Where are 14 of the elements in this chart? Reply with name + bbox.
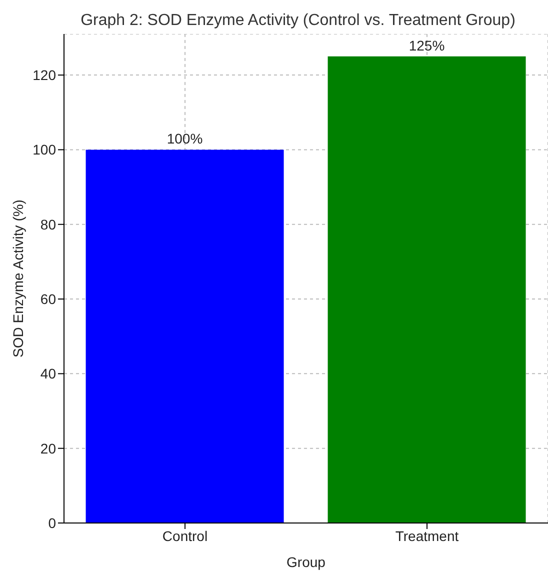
y-tick-label: 20 [40,440,56,456]
y-tick-label: 0 [48,514,56,531]
x-tick-label: Treatment [395,528,459,544]
x-axis-title: Group [286,554,326,570]
data-label: 125% [408,37,445,54]
chart-title: Graph 2: SOD Enzyme Activity (Control vs. Treatment Group) [80,11,516,31]
y-tick-label: 120 [32,67,56,84]
x-tick-label: Control [162,528,208,544]
y-axis-title: SOD Enzyme Activity (%) [10,200,26,358]
y-tick-label: 80 [40,216,56,232]
y-tick-label: 40 [40,366,56,382]
data-label: 100% [166,130,203,147]
y-tick-label: 100 [32,142,56,158]
y-tick-label: 60 [40,291,56,307]
